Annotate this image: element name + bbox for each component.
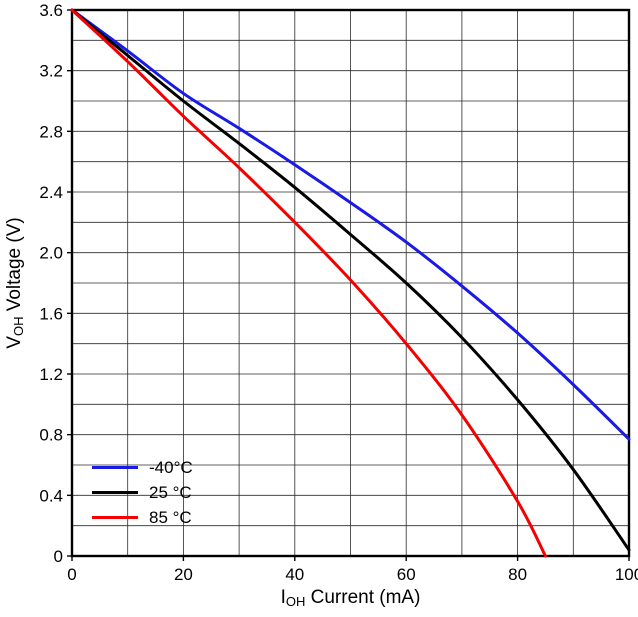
x-tick-label: 0 — [67, 565, 76, 584]
y-tick-label: 0.4 — [39, 486, 63, 505]
x-tick-label: 40 — [285, 565, 304, 584]
x-tick-label: 20 — [174, 565, 193, 584]
y-tick-label: 2.8 — [39, 122, 63, 141]
y-tick-label: 3.6 — [39, 1, 63, 20]
x-axis-title: IOH Current (mA) — [281, 587, 421, 609]
legend-label-85c: 85 °C — [149, 507, 192, 527]
legend-item-minus40c: -40°C — [92, 457, 193, 477]
series-path-1 — [70, 8, 631, 552]
y-tick-label: 1.6 — [39, 304, 63, 323]
legend: -40°C 25 °C 85 °C — [92, 457, 193, 527]
x-axis-ticks: 0 20 40 60 80 100 — [67, 556, 638, 584]
y-tick-label: 0.8 — [39, 426, 63, 445]
plot-border — [70, 8, 631, 558]
y-axis-title: VOH Voltage (V) — [4, 217, 26, 348]
y-tick-label: 2.0 — [39, 244, 63, 263]
x-tick-label: 100 — [615, 565, 638, 584]
x-tick-label: 80 — [508, 565, 527, 584]
y-tick-label: 3.2 — [39, 62, 63, 81]
x-tick-label: 60 — [397, 565, 416, 584]
y-axis-ticks: 0 0.4 0.8 1.2 1.6 2.0 2.4 2.8 3.2 3.6 — [39, 1, 72, 566]
y-tick-label: 1.2 — [39, 365, 63, 384]
legend-item-25c: 25 °C — [92, 482, 193, 502]
legend-swatch-25c — [92, 490, 138, 494]
series-path-0 — [70, 8, 631, 441]
legend-swatch-minus40c — [92, 465, 138, 469]
legend-item-85c: 85 °C — [92, 507, 193, 527]
series-path-2 — [70, 8, 547, 558]
y-tick-label: 2.4 — [39, 183, 63, 202]
legend-label-25c: 25 °C — [149, 482, 192, 502]
legend-label-minus40c: -40°C — [149, 457, 193, 477]
y-tick-label: 0 — [54, 547, 63, 566]
legend-swatch-85c — [92, 515, 138, 519]
